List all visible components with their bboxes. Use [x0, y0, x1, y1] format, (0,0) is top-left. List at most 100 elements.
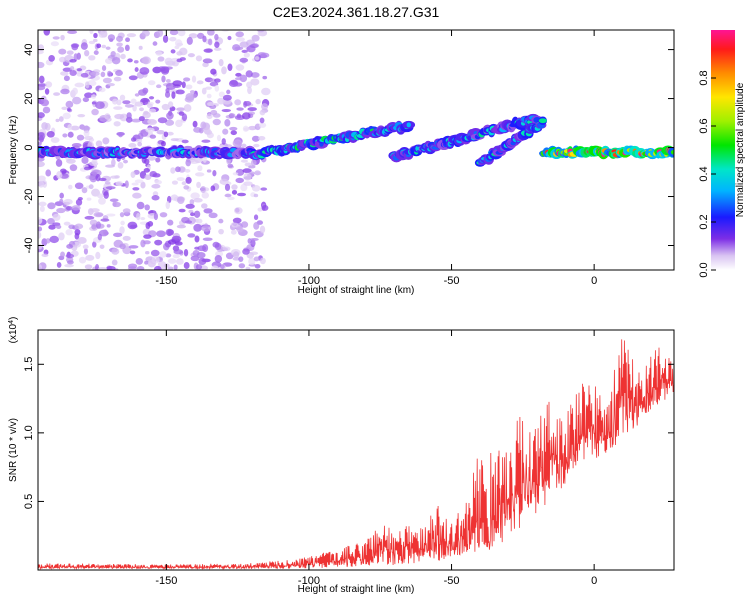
noise-blob	[113, 121, 121, 127]
noise-blob	[83, 166, 92, 171]
noise-blob	[38, 75, 45, 84]
noise-blob	[248, 257, 256, 266]
noise-blob	[231, 184, 238, 190]
snr-x-label: Height of straight line (km)	[298, 584, 415, 595]
noise-blob	[190, 212, 195, 217]
noise-blob	[104, 113, 111, 120]
noise-blob	[139, 67, 150, 75]
noise-blob	[221, 181, 232, 186]
noise-blob	[177, 196, 185, 204]
noise-blob	[126, 33, 137, 38]
noise-blob	[38, 85, 46, 91]
noise-blob	[249, 171, 255, 176]
noise-blob	[122, 100, 131, 105]
noise-blob	[148, 96, 155, 100]
noise-blob	[38, 201, 47, 207]
noise-blob	[189, 199, 195, 205]
noise-blob	[165, 253, 172, 258]
noise-blob	[76, 134, 85, 141]
spectrogram-y-label: Frequency (Hz)	[8, 116, 19, 185]
noise-blob	[232, 217, 242, 224]
noise-blob	[86, 197, 92, 201]
noise-blob	[45, 169, 52, 177]
noise-blob	[147, 155, 156, 161]
noise-blob	[43, 30, 51, 36]
noise-blob	[185, 203, 195, 209]
noise-blob	[234, 207, 243, 215]
noise-blob	[224, 193, 232, 198]
noise-blob	[157, 30, 164, 37]
noise-blob	[84, 215, 95, 220]
noise-blob	[89, 30, 94, 35]
noise-blob	[171, 180, 178, 185]
noise-blob	[74, 182, 84, 190]
noise-blob	[257, 207, 263, 212]
noise-blob	[253, 222, 260, 230]
noise-blob	[59, 192, 64, 199]
noise-blob	[38, 175, 46, 182]
noise-blob	[109, 198, 119, 202]
noise-blob	[251, 34, 260, 42]
snr-x-ticks: -150 -100 -50 0	[155, 330, 597, 587]
colorbar-gradient	[711, 30, 735, 270]
noise-blob	[222, 246, 231, 252]
noise-blob	[154, 179, 162, 185]
noise-blob	[145, 251, 150, 255]
noise-blob	[214, 254, 223, 263]
noise-blob	[88, 40, 96, 45]
noise-blob	[119, 212, 125, 218]
noise-blob	[259, 109, 266, 116]
noise-blob	[187, 233, 196, 238]
track-core	[538, 118, 547, 124]
noise-blob	[105, 164, 115, 168]
noise-blob	[253, 143, 260, 148]
noise-blob	[232, 172, 239, 176]
noise-blob	[152, 41, 158, 46]
noise-blob	[89, 219, 98, 226]
noise-blob	[95, 221, 101, 229]
y-tick-label: 0	[23, 144, 35, 150]
noise-blob	[201, 192, 210, 199]
noise-blob	[220, 264, 225, 269]
noise-blob	[93, 50, 99, 55]
noise-blob	[69, 66, 75, 71]
y-tick-label: 1.5	[23, 357, 35, 372]
noise-blob	[196, 181, 201, 189]
noise-blob	[75, 198, 83, 206]
noise-blob	[201, 139, 211, 143]
noise-blob	[169, 36, 177, 42]
noise-blob	[183, 145, 193, 150]
noise-blob	[235, 72, 242, 77]
noise-blob	[98, 31, 106, 38]
noise-blob	[151, 195, 160, 201]
noise-blob	[60, 71, 69, 76]
noise-blob	[38, 181, 45, 188]
noise-blob	[198, 127, 204, 134]
noise-blob	[176, 224, 187, 229]
noise-blob	[202, 35, 207, 43]
noise-blob	[254, 56, 260, 61]
noise-blob	[76, 68, 83, 72]
noise-blob	[171, 91, 176, 99]
noise-blob	[38, 61, 45, 69]
noise-blob	[69, 69, 77, 77]
noise-blob	[38, 141, 42, 146]
noise-blob	[82, 97, 90, 103]
noise-blob	[122, 235, 131, 241]
noise-blob	[66, 244, 74, 249]
noise-blob	[147, 103, 153, 109]
noise-blob	[63, 221, 71, 226]
noise-blob	[181, 139, 189, 144]
colorbar-ticks: 0.0 0.2 0.4 0.6 0.8	[698, 70, 716, 278]
noise-blob	[105, 186, 116, 190]
spectrogram-x-label: Height of straight line (km)	[298, 285, 415, 296]
noise-blob	[257, 30, 265, 33]
noise-blob	[56, 262, 62, 268]
noise-blob	[124, 44, 130, 52]
noise-blob	[156, 230, 166, 238]
noise-blob	[53, 92, 61, 96]
noise-blob	[196, 251, 206, 259]
noise-blob	[261, 103, 269, 110]
noise-blob	[68, 184, 73, 190]
noise-blob	[249, 251, 259, 255]
